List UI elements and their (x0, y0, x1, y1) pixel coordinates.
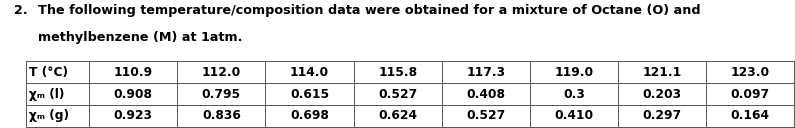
Text: 0.624: 0.624 (378, 109, 417, 122)
Text: methylbenzene (M) at 1atm.: methylbenzene (M) at 1atm. (38, 31, 242, 44)
Text: 0.527: 0.527 (378, 88, 417, 101)
Text: 115.8: 115.8 (378, 66, 417, 79)
Text: The following temperature/composition data were obtained for a mixture of Octane: The following temperature/composition da… (38, 4, 700, 17)
Text: 0.410: 0.410 (554, 109, 593, 122)
Text: 123.0: 123.0 (731, 66, 770, 79)
Text: χₘ (l): χₘ (l) (29, 88, 64, 101)
Text: 121.1: 121.1 (642, 66, 681, 79)
Text: χₘ (g): χₘ (g) (29, 109, 69, 122)
Text: 0.408: 0.408 (467, 88, 506, 101)
Text: 0.615: 0.615 (290, 88, 329, 101)
Text: 0.698: 0.698 (290, 109, 329, 122)
Text: 0.908: 0.908 (114, 88, 153, 101)
Text: 0.836: 0.836 (202, 109, 241, 122)
Text: 2.: 2. (14, 4, 28, 17)
Text: 0.923: 0.923 (114, 109, 153, 122)
Text: 119.0: 119.0 (554, 66, 593, 79)
Text: 0.097: 0.097 (731, 88, 770, 101)
Text: T (°C): T (°C) (29, 66, 68, 79)
Text: 114.0: 114.0 (290, 66, 329, 79)
Text: 0.527: 0.527 (466, 109, 506, 122)
Text: 0.795: 0.795 (202, 88, 241, 101)
Text: 0.297: 0.297 (642, 109, 681, 122)
Text: 0.164: 0.164 (731, 109, 770, 122)
Text: 112.0: 112.0 (202, 66, 241, 79)
Text: 0.203: 0.203 (642, 88, 681, 101)
Text: 117.3: 117.3 (466, 66, 506, 79)
Text: 110.9: 110.9 (114, 66, 153, 79)
Text: 0.3: 0.3 (563, 88, 585, 101)
